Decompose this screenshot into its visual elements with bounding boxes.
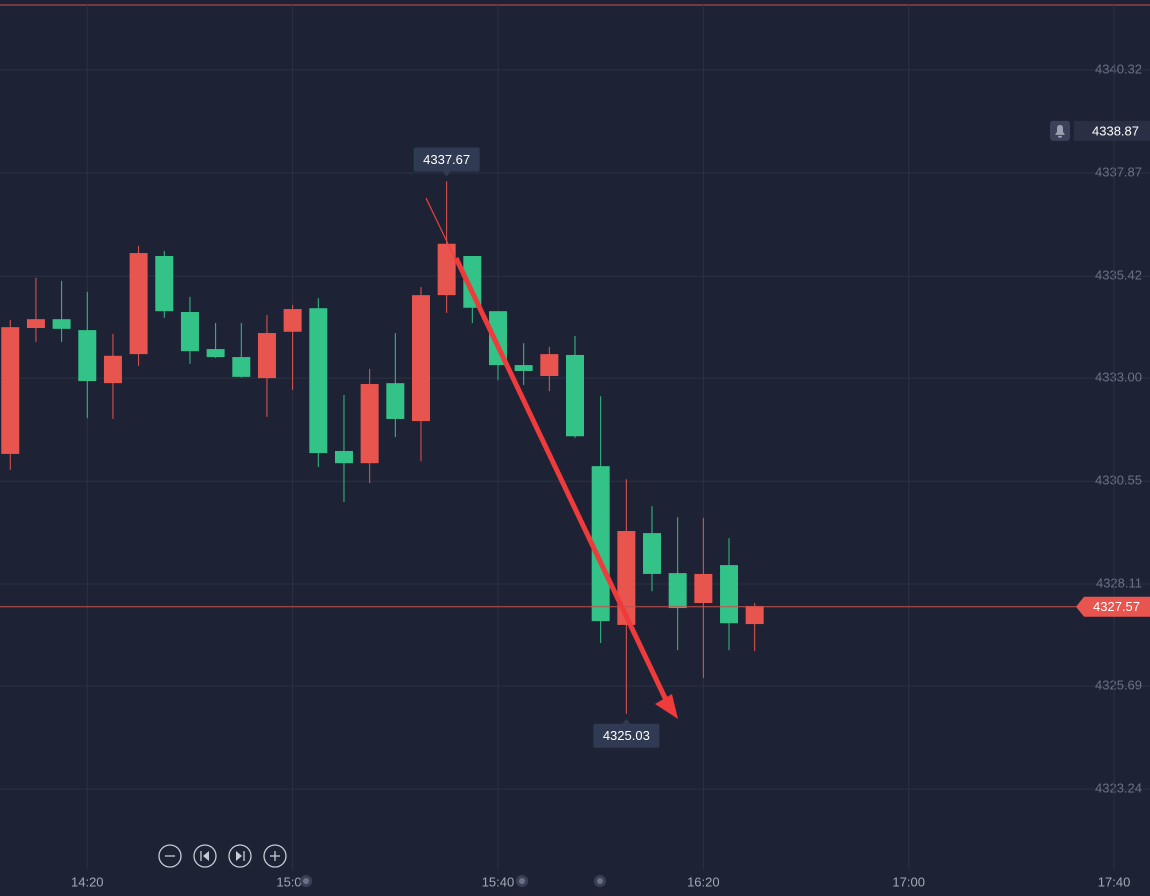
y-tick-label: 4323.24 xyxy=(1095,781,1142,796)
arrow-shaft xyxy=(453,256,669,702)
candle-body xyxy=(720,565,739,624)
candle-body xyxy=(668,573,687,609)
trend-arrow xyxy=(425,197,678,719)
x-tick-label: 17:00 xyxy=(892,874,925,889)
arrow-head xyxy=(655,694,678,719)
zoom-controls xyxy=(158,844,287,868)
high-label: 4337.67 xyxy=(423,152,470,167)
low-label-box xyxy=(593,723,660,748)
candle-body xyxy=(257,333,276,379)
zoom-out-button[interactable] xyxy=(158,844,182,868)
candle-body xyxy=(1,327,20,454)
high-label-pointer xyxy=(442,171,451,177)
x-tick-label: 15:40 xyxy=(482,874,515,889)
alert-price-label: 4338.87 xyxy=(1092,123,1139,138)
candle-body xyxy=(155,255,174,312)
candle-body xyxy=(129,253,148,355)
scroll-end-button[interactable] xyxy=(228,844,252,868)
y-tick-label: 4325.69 xyxy=(1095,677,1142,692)
candles xyxy=(1,181,764,714)
candle-body xyxy=(694,573,713,604)
marker xyxy=(519,878,525,884)
x-tick-label: 17:40 xyxy=(1098,874,1131,889)
candle-body xyxy=(360,384,379,464)
alert-price-box xyxy=(1074,120,1150,141)
y-tick-label: 4330.55 xyxy=(1095,473,1142,488)
candle-body xyxy=(206,349,225,358)
candle-body xyxy=(103,355,122,384)
current-price-tag xyxy=(1076,596,1150,617)
alert-bell xyxy=(1055,124,1065,138)
candle-body xyxy=(643,533,662,574)
y-tick-label: 4328.11 xyxy=(1096,575,1142,590)
candle-body xyxy=(745,605,764,625)
candle-body xyxy=(283,309,302,332)
candle-body xyxy=(566,354,584,437)
low-label-pointer xyxy=(622,718,631,724)
marker xyxy=(597,878,603,884)
low-label: 4325.03 xyxy=(603,728,650,743)
zoom-in-button[interactable] xyxy=(263,844,287,868)
scroll-start-button[interactable] xyxy=(193,844,217,868)
x-tick-label: 14:20 xyxy=(71,874,104,889)
candle-body xyxy=(514,365,533,371)
grid: 4323.24 4325.69 4328.11 4330.55 4333.00 4335.… xyxy=(0,5,1150,889)
candle-body xyxy=(232,357,251,377)
candle-body xyxy=(437,243,456,296)
candle-body xyxy=(463,255,482,308)
candle-body xyxy=(52,319,71,329)
overlays: 4327.57 4338.87 4337.67 4325.03 xyxy=(0,120,1150,748)
candle-body xyxy=(78,330,97,382)
candle-body xyxy=(591,466,610,622)
candle-body xyxy=(180,312,199,352)
candle-body xyxy=(334,450,353,464)
candle-body xyxy=(26,319,45,329)
current-price-label: 4327.57 xyxy=(1093,599,1140,614)
x-tick-label: 16:20 xyxy=(687,874,720,889)
y-tick-label: 4335.42 xyxy=(1095,268,1142,283)
candle-body xyxy=(411,295,430,422)
y-tick-label: 4337.87 xyxy=(1095,164,1142,179)
candle-body xyxy=(540,354,559,377)
candle-body xyxy=(309,308,328,454)
y-tick-label: 4340.32 xyxy=(1095,61,1142,76)
marker xyxy=(303,878,309,884)
axis-markers xyxy=(300,875,606,887)
candle-body xyxy=(386,383,405,419)
y-tick-label: 4333.00 xyxy=(1095,370,1142,385)
high-label-box xyxy=(413,147,480,172)
